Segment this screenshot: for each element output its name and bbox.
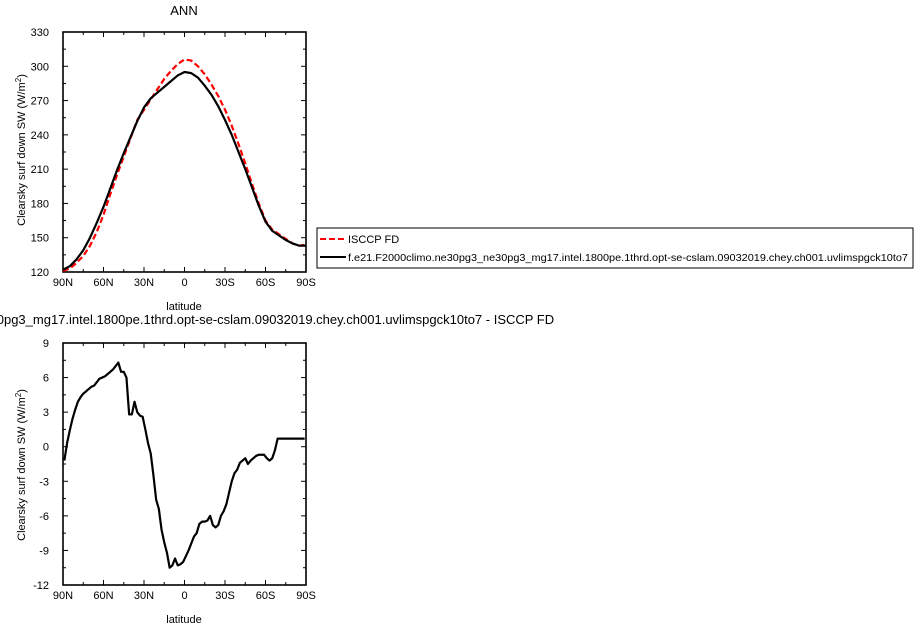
bottom-x-axis-label: latitude	[166, 614, 201, 626]
top-x-tick-label: 60S	[256, 277, 276, 289]
top-panel: ANN 90N 60N 30N 0 30S 60S 90S 120 150 180 210 240 27…	[14, 3, 914, 313]
legend: ISCCP FD f.e21.F2000climo.ne30pg3_ne30pg…	[316, 227, 914, 269]
legend-frame	[316, 227, 914, 269]
top-series-line-1	[62, 70, 306, 271]
top-x-tick-label: 30S	[215, 277, 235, 289]
bottom-chart-title: f.e21.F2000climo.ne30pg3_ne30pg3_mg17.in…	[0, 312, 554, 327]
bottom-plot-area: 90N 60N 30N 0 30S 60S 90S -12 -9 -6 -3 0 3 6 9	[33, 338, 316, 602]
bottom-x-tick-label: 60S	[256, 590, 276, 602]
top-y-tick-label: 150	[31, 233, 49, 245]
bottom-y-tick-label: 0	[43, 442, 49, 454]
top-y-tick-label: 120	[31, 267, 49, 279]
top-chart-title: ANN	[170, 3, 197, 18]
bottom-y-tick-label: -9	[39, 545, 49, 557]
top-x-tick-label: 30N	[134, 277, 154, 289]
top-y-tick-label: 240	[31, 130, 49, 142]
bottom-y-axis-label: Clearsky surf down SW (W/m2)	[14, 389, 28, 541]
top-plot-frame	[62, 31, 307, 273]
bottom-series-line-0	[63, 361, 305, 569]
legend-entry-isccp: ISCCP FD	[348, 234, 399, 246]
bottom-x-tick-label: 30N	[134, 590, 154, 602]
bottom-x-tick-label: 90N	[53, 590, 73, 602]
bottom-y-tick-label: 6	[43, 373, 49, 385]
top-plot-area: 90N 60N 30N 0 30S 60S 90S 120 150 180 210 240 270 300…	[31, 27, 316, 289]
top-x-tick-label: 90N	[53, 277, 73, 289]
bottom-x-tick-label: 0	[181, 590, 187, 602]
bottom-y-tick-label: -3	[39, 476, 49, 488]
bottom-x-tick-label: 30S	[215, 590, 235, 602]
bottom-y-tick-label: -6	[39, 511, 49, 523]
bottom-x-tick-label: 60N	[93, 590, 113, 602]
top-y-axis-label: Clearsky surf down SW (W/m2)	[14, 74, 28, 226]
top-y-tick-label: 270	[31, 96, 49, 108]
bottom-y-tick-label: 9	[43, 338, 49, 350]
bottom-y-tick-label: 3	[43, 407, 49, 419]
top-y-tick-label: 210	[31, 164, 49, 176]
top-series-line-0	[62, 58, 307, 272]
top-y-tick-label: 330	[31, 27, 49, 39]
top-x-tick-label: 90S	[296, 277, 316, 289]
bottom-y-tick-label: -12	[33, 580, 49, 592]
legend-entry-model: f.e21.F2000climo.ne30pg3_ne30pg3_mg17.in…	[348, 252, 908, 264]
top-y-tick-label: 180	[31, 198, 49, 210]
top-x-tick-label: 0	[181, 277, 187, 289]
top-x-axis-label: latitude	[166, 301, 201, 313]
top-x-tick-label: 60N	[93, 277, 113, 289]
bottom-x-tick-label: 90S	[296, 590, 316, 602]
bottom-panel: f.e21.F2000climo.ne30pg3_ne30pg3_mg17.in…	[0, 312, 554, 626]
top-y-tick-label: 300	[31, 61, 49, 73]
